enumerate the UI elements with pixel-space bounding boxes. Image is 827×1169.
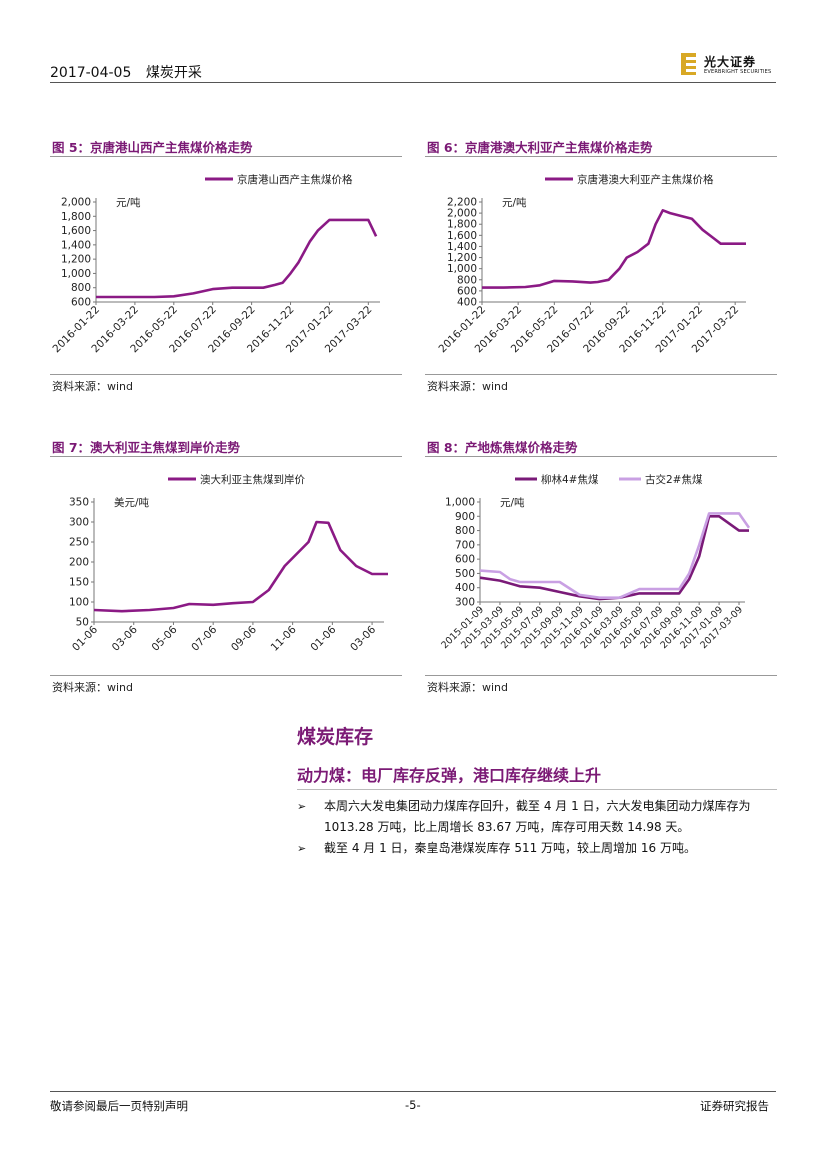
figure-7-rule bbox=[50, 456, 402, 457]
x-tick-label: 11-06 bbox=[269, 623, 299, 653]
y-tick-label: 300 bbox=[455, 597, 475, 609]
y-tick-label: 100 bbox=[69, 597, 89, 609]
figure-6-source: 资料来源：wind bbox=[427, 380, 509, 393]
report-date: 2017-04-05 bbox=[50, 65, 132, 81]
series-line bbox=[479, 514, 749, 601]
x-tick-label: 09-06 bbox=[229, 623, 259, 653]
x-tick-label: 07-06 bbox=[189, 623, 219, 653]
figure-8-title: 图 8：产地炼焦煤价格走势 bbox=[427, 440, 578, 455]
figure-7-source-rule bbox=[50, 675, 402, 676]
y-tick-label: 700 bbox=[455, 539, 475, 551]
figure-8-rule bbox=[425, 456, 777, 457]
y-unit-label: 元/吨 bbox=[116, 196, 141, 209]
y-tick-label: 1,200 bbox=[447, 252, 477, 264]
logo-mark-icon bbox=[681, 53, 696, 75]
y-tick-label: 250 bbox=[69, 537, 89, 549]
y-tick-label: 500 bbox=[455, 568, 475, 580]
y-tick-label: 1,400 bbox=[61, 239, 91, 251]
y-tick-label: 1,600 bbox=[61, 225, 91, 237]
figure-5-title: 图 5：京唐港山西产主焦煤价格走势 bbox=[52, 140, 253, 155]
figure-6-rule bbox=[425, 156, 777, 157]
legend-label: 古交2#焦煤 bbox=[645, 473, 703, 486]
y-tick-label: 200 bbox=[69, 557, 89, 569]
y-tick-label: 2,000 bbox=[447, 208, 477, 220]
y-tick-label: 2,200 bbox=[447, 197, 477, 209]
y-tick-label: 1,400 bbox=[447, 241, 477, 253]
footer-report-type: 证券研究报告 bbox=[700, 1099, 769, 1113]
company-logo: 光大证券 EVERBRIGHT SECURITIES bbox=[680, 52, 780, 78]
y-tick-label: 600 bbox=[457, 285, 477, 297]
x-tick-label: 03-06 bbox=[348, 623, 378, 653]
y-tick-label: 1,800 bbox=[447, 219, 477, 231]
series-line bbox=[96, 218, 378, 299]
legend-label: 柳林4#焦煤 bbox=[541, 473, 599, 486]
bullet-item: ➢ 截至 4 月 1 日，秦皇岛港煤炭库存 511 万吨，较上周增加 16 万吨… bbox=[297, 838, 777, 859]
figure-6-source-rule bbox=[425, 374, 777, 375]
y-tick-label: 400 bbox=[455, 582, 475, 594]
figure-7-title: 图 7：澳大利亚主焦煤到岸价走势 bbox=[52, 440, 241, 455]
figure-8-source-rule bbox=[425, 675, 777, 676]
y-tick-label: 350 bbox=[69, 497, 89, 509]
legend-label: 京唐港澳大利亚产主焦煤价格 bbox=[577, 173, 714, 186]
series-line bbox=[479, 512, 751, 599]
section-subtitle: 动力煤：电厂库存反弹，港口库存继续上升 bbox=[297, 766, 602, 785]
chart-fig8: 1,0009008007006005004003002015-01-092015… bbox=[439, 473, 751, 651]
section-title: 煤炭库存 bbox=[297, 726, 374, 748]
y-tick-label: 800 bbox=[455, 525, 475, 537]
y-tick-label: 1,000 bbox=[445, 497, 475, 509]
x-tick-label: 01-06 bbox=[308, 623, 338, 653]
bullet-arrow-icon: ➢ bbox=[297, 800, 307, 813]
series-line bbox=[482, 208, 746, 289]
y-tick-label: 400 bbox=[457, 297, 477, 309]
chart-fig7: 350 300 250 200 150 100 50 01-06 03-06 05-06 07-06… bbox=[69, 473, 388, 654]
figure-5-source-rule bbox=[50, 374, 402, 375]
logo-name: 光大证券 bbox=[704, 55, 757, 69]
y-tick-label: 150 bbox=[69, 577, 89, 589]
figure-6-title: 图 6：京唐港澳大利亚产主焦煤价格走势 bbox=[427, 140, 653, 155]
y-tick-label: 900 bbox=[455, 511, 475, 523]
y-unit-label: 美元/吨 bbox=[114, 496, 150, 509]
y-tick-label: 300 bbox=[69, 517, 89, 529]
x-tick-label: 03-06 bbox=[110, 623, 140, 653]
y-tick-label: 1,600 bbox=[447, 230, 477, 242]
bullet-text: 本周六大发电集团动力煤库存回升，截至 4 月 1 日，六大发电集团动力煤库存为 … bbox=[324, 799, 751, 834]
legend-label: 京唐港山西产主焦煤价格 bbox=[237, 173, 353, 186]
y-tick-label: 1,800 bbox=[61, 211, 91, 223]
y-tick-label: 2,000 bbox=[61, 197, 91, 209]
chart-fig6: 2,2002,0001,8001,6001,4001,2001,00080060… bbox=[436, 173, 746, 355]
report-category: 煤炭开采 bbox=[145, 65, 202, 81]
legend-label: 澳大利亚主焦煤到岸价 bbox=[200, 473, 305, 486]
figure-8-source: 资料来源：wind bbox=[427, 681, 509, 694]
y-tick-label: 600 bbox=[455, 554, 475, 566]
figure-7-source: 资料来源：wind bbox=[52, 681, 134, 694]
chart-fig5: 2,0001,8001,6001,4001,2001,0008006002016… bbox=[50, 173, 380, 355]
header-divider bbox=[50, 82, 776, 83]
figure-5-source: 资料来源：wind bbox=[52, 380, 134, 393]
y-unit-label: 元/吨 bbox=[500, 496, 525, 509]
series-line bbox=[93, 520, 388, 613]
y-tick-label: 600 bbox=[71, 297, 91, 309]
y-tick-label: 1,000 bbox=[447, 263, 477, 275]
figure-5-rule bbox=[50, 156, 402, 157]
footer-disclaimer: 敬请参阅最后一页特别声明 bbox=[50, 1099, 188, 1113]
logo-english: EVERBRIGHT SECURITIES bbox=[704, 69, 772, 75]
y-tick-label: 800 bbox=[71, 282, 91, 294]
bullet-item: ➢ 本周六大发电集团动力煤库存回升，截至 4 月 1 日，六大发电集团动力煤库存… bbox=[297, 796, 777, 838]
subtitle-rule bbox=[297, 789, 777, 790]
y-tick-label: 1,000 bbox=[61, 268, 91, 280]
page-number: -5- bbox=[405, 1098, 421, 1112]
x-tick-label: 05-06 bbox=[150, 623, 180, 653]
footer-divider bbox=[50, 1091, 776, 1092]
y-unit-label: 元/吨 bbox=[502, 196, 527, 209]
y-tick-label: 1,200 bbox=[61, 254, 91, 266]
y-tick-label: 50 bbox=[76, 617, 89, 629]
header: 2017-04-05 煤炭开采 bbox=[50, 62, 212, 82]
bullet-text: 截至 4 月 1 日，秦皇岛港煤炭库存 511 万吨，较上周增加 16 万吨。 bbox=[324, 841, 696, 855]
bullet-arrow-icon: ➢ bbox=[297, 842, 307, 855]
y-tick-label: 800 bbox=[457, 274, 477, 286]
